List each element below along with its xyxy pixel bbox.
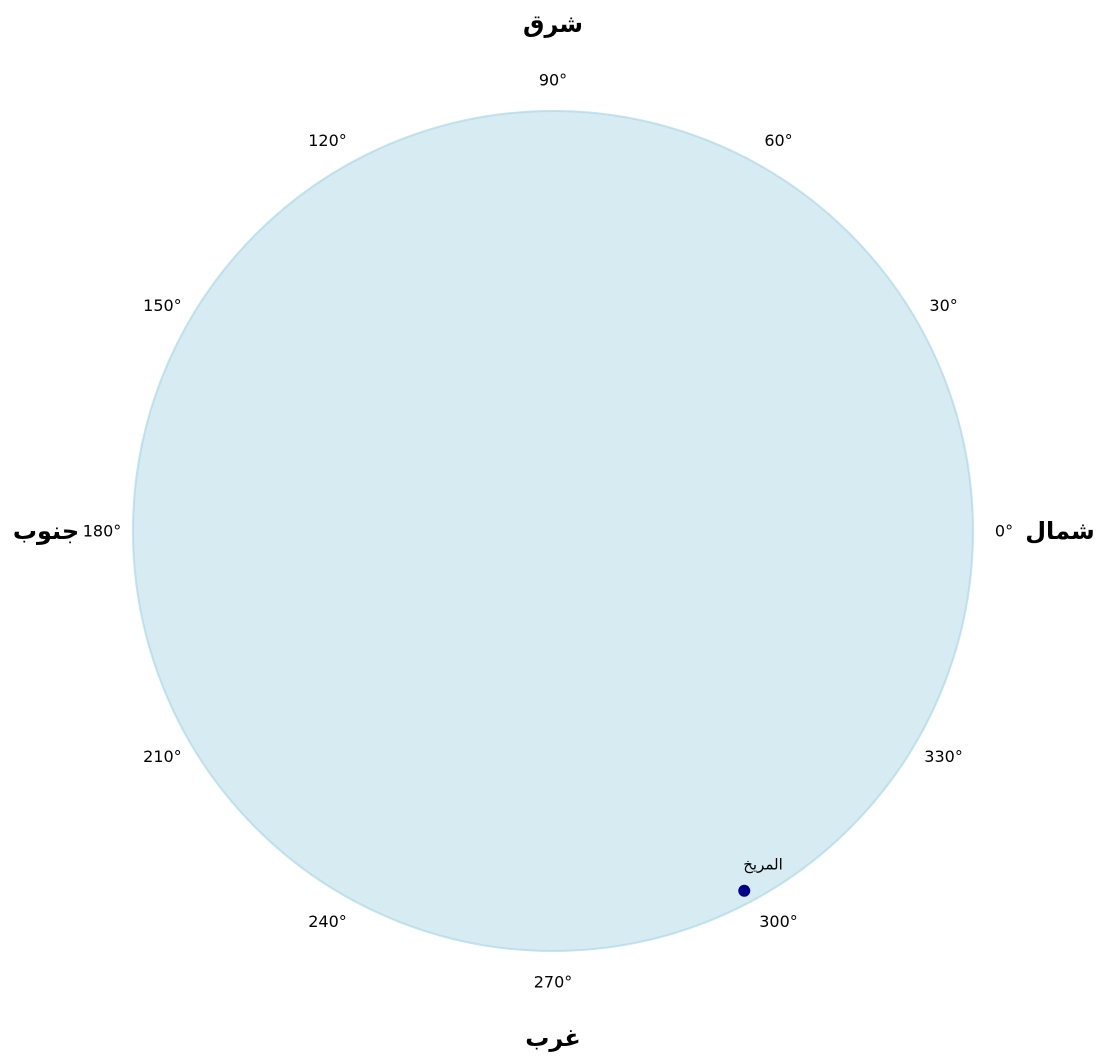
- sky-disk: [132, 110, 974, 952]
- angle-tick-label: 330°: [924, 747, 963, 766]
- angle-tick-label: 210°: [143, 747, 182, 766]
- direction-label-west: غرب: [525, 1024, 580, 1052]
- angle-tick-label: 270°: [534, 973, 573, 992]
- data-points: المريخ: [738, 856, 783, 897]
- direction-label-east: شرق: [523, 10, 583, 38]
- data-point: [738, 884, 751, 897]
- data-point-label: المريخ: [743, 856, 783, 874]
- angle-tick-label: 120°: [308, 131, 347, 150]
- direction-label-south: جنوب: [13, 517, 79, 545]
- angle-tick-label: 30°: [929, 296, 957, 315]
- angle-tick-labels: 0° 30° 60° 90° 120° 150° 180° 210° 240° 270° 300° 3…: [83, 71, 1013, 992]
- angle-tick-label: 180°: [83, 522, 122, 541]
- angle-tick-label: 300°: [759, 912, 798, 931]
- direction-label-north: شمال: [1025, 517, 1095, 545]
- angle-tick-label: 90°: [539, 71, 567, 90]
- angle-tick-label: 60°: [764, 131, 792, 150]
- direction-labels: شمال شرق جنوب غرب: [13, 10, 1095, 1052]
- angle-tick-label: 0°: [995, 522, 1013, 541]
- angle-tick-label: 150°: [143, 296, 182, 315]
- angle-tick-label: 240°: [308, 912, 347, 931]
